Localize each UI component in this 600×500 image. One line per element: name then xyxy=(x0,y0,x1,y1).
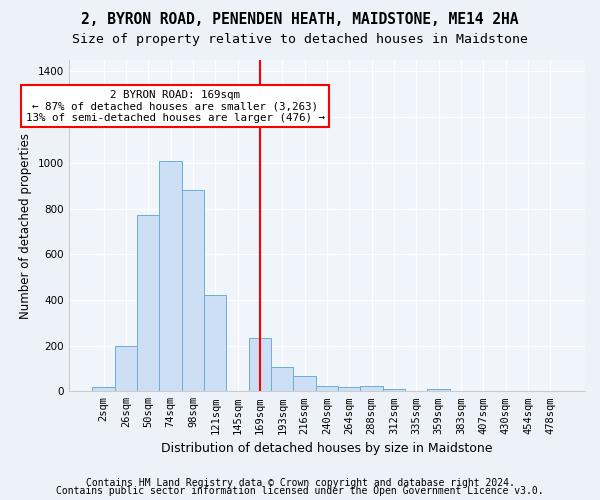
X-axis label: Distribution of detached houses by size in Maidstone: Distribution of detached houses by size … xyxy=(161,442,493,455)
Bar xyxy=(338,387,361,392)
Text: Contains HM Land Registry data © Crown copyright and database right 2024.: Contains HM Land Registry data © Crown c… xyxy=(86,478,514,488)
Bar xyxy=(271,366,293,392)
Bar xyxy=(160,160,182,392)
Bar xyxy=(249,338,271,392)
Bar xyxy=(361,386,383,392)
Text: Size of property relative to detached houses in Maidstone: Size of property relative to detached ho… xyxy=(72,32,528,46)
Text: Contains public sector information licensed under the Open Government Licence v3: Contains public sector information licen… xyxy=(56,486,544,496)
Text: 2 BYRON ROAD: 169sqm
← 87% of detached houses are smaller (3,263)
13% of semi-de: 2 BYRON ROAD: 169sqm ← 87% of detached h… xyxy=(26,90,325,123)
Bar xyxy=(115,346,137,392)
Bar xyxy=(182,190,204,392)
Bar xyxy=(383,388,405,392)
Bar xyxy=(204,296,226,392)
Text: 2, BYRON ROAD, PENENDEN HEATH, MAIDSTONE, ME14 2HA: 2, BYRON ROAD, PENENDEN HEATH, MAIDSTONE… xyxy=(81,12,519,28)
Bar xyxy=(427,390,450,392)
Bar xyxy=(293,376,316,392)
Bar xyxy=(92,386,115,392)
Bar xyxy=(137,216,160,392)
Bar xyxy=(316,386,338,392)
Y-axis label: Number of detached properties: Number of detached properties xyxy=(19,132,32,318)
